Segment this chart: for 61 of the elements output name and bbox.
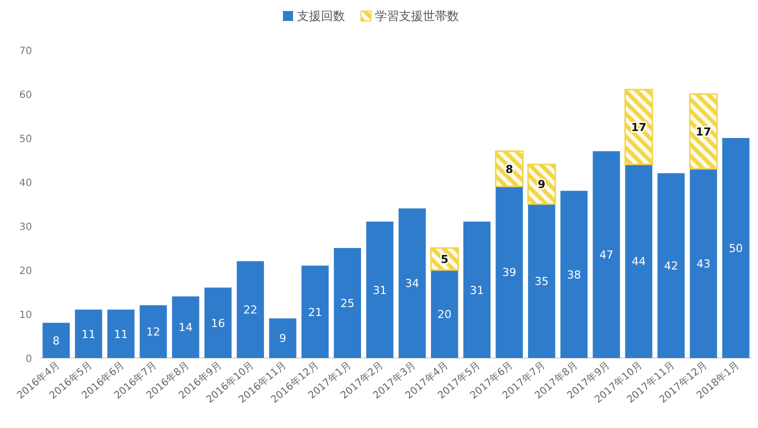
data-label: 11 [114,328,128,341]
data-label: 16 [211,316,225,330]
legend-label: 学習支援世帯数 [375,9,459,23]
data-label: 11 [82,328,96,341]
bar [689,93,718,170]
y-tick-label: 40 [19,178,32,189]
y-tick-label: 70 [19,46,32,57]
data-label: 17 [696,125,712,138]
bar [140,305,167,358]
bar [625,164,652,358]
bar [624,88,654,166]
data-label: 8 [52,334,60,348]
bar [398,208,426,358]
bar [527,164,556,205]
data-label: 20 [438,308,452,321]
bar [690,168,718,358]
data-label: 9 [279,332,286,346]
bar [74,310,102,358]
bar [42,322,70,358]
y-tick-label: 0 [26,354,32,365]
bar [430,270,458,358]
bar [722,138,750,358]
y-tick-label: 50 [19,134,32,145]
data-label: 43 [696,257,710,270]
bar [107,310,134,358]
bar [366,222,394,358]
data-label: 35 [534,275,549,288]
data-label: 8 [505,162,514,176]
bar [494,150,524,188]
bar [204,288,232,358]
data-label: 39 [502,266,516,280]
bar [334,248,362,358]
data-label: 31 [470,284,484,297]
y-tick-label: 20 [19,266,32,277]
data-label: 22 [243,304,258,317]
data-label: 47 [599,248,614,262]
data-label: 44 [632,255,646,268]
bar [172,296,200,358]
data-label: 25 [340,297,354,310]
bar [302,266,329,358]
bar [236,261,264,358]
data-label: 31 [372,284,387,297]
y-tick-label: 60 [19,90,32,101]
data-label: 9 [538,178,546,192]
bar [528,204,556,358]
bar [463,222,490,358]
bar [658,173,685,358]
data-label: 50 [728,242,743,255]
bar [592,151,620,358]
data-label: 21 [308,306,322,319]
bar [269,318,296,358]
data-label: 34 [405,277,420,290]
data-label: 38 [567,268,581,282]
data-label: 42 [664,260,678,273]
bar [496,186,523,358]
y-tick-label: 30 [19,222,32,233]
data-label: 14 [178,321,193,334]
y-tick-label: 10 [19,310,32,321]
data-label: 12 [146,326,160,339]
legend-label: 支援回数 [297,9,345,23]
bar [560,190,588,358]
